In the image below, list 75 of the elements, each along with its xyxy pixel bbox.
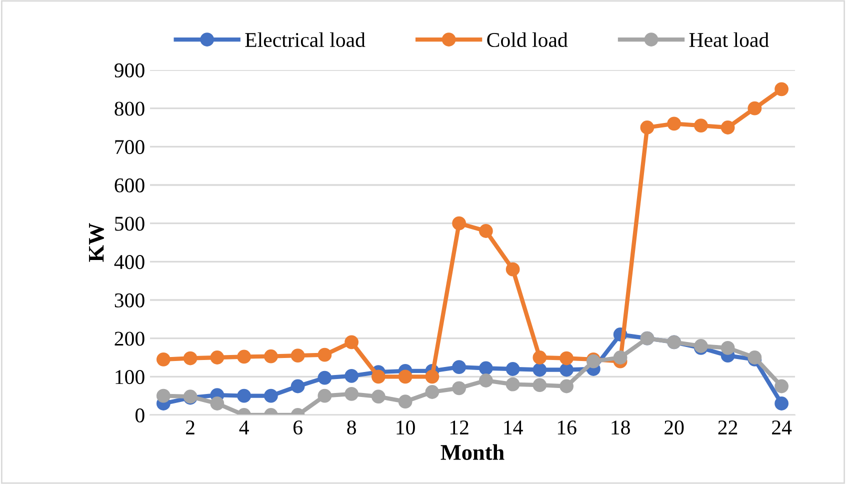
point	[613, 350, 628, 364]
point	[290, 348, 305, 363]
x-tick-label: 2	[186, 420, 194, 434]
point	[398, 370, 412, 384]
point	[506, 377, 520, 392]
y-tick-label: 600	[114, 178, 144, 192]
y-tick-label: 900	[114, 63, 144, 78]
point	[560, 379, 574, 394]
point	[344, 386, 359, 401]
point	[532, 350, 547, 364]
x-tick-label: 18	[612, 420, 630, 435]
point	[264, 388, 278, 403]
legend-label: Heat load	[689, 32, 769, 48]
point	[560, 362, 574, 377]
y-axis-title: KW	[89, 223, 104, 262]
point	[210, 396, 224, 410]
y-tick-label: 500	[115, 216, 144, 231]
point	[318, 370, 332, 385]
y-tick-label: 0	[136, 408, 144, 422]
point	[478, 374, 493, 388]
point	[560, 351, 574, 366]
x-tick-label: 8	[347, 420, 356, 435]
y-tick-label: 700	[115, 140, 144, 154]
y-tick-label: 800	[114, 102, 144, 116]
x-tick-label: 4	[239, 420, 249, 434]
point	[237, 350, 252, 364]
point	[318, 388, 332, 403]
point	[371, 370, 386, 384]
point	[318, 348, 332, 362]
x-axis-title: Month	[440, 444, 504, 460]
point	[210, 350, 224, 364]
point	[237, 388, 252, 403]
point	[452, 381, 466, 396]
y-tick-label: 100	[116, 370, 144, 384]
x-tick-label: 14	[504, 420, 523, 434]
point	[694, 118, 708, 133]
point	[371, 390, 386, 404]
point	[640, 120, 654, 134]
point	[425, 385, 440, 399]
point	[774, 396, 789, 410]
x-tick-label: 22	[718, 420, 738, 434]
point	[748, 101, 762, 116]
point	[452, 216, 466, 230]
y-tick-label: 300	[114, 293, 144, 308]
point	[344, 335, 359, 350]
point	[720, 340, 735, 355]
point	[452, 360, 466, 374]
x-tick-label: 10	[396, 420, 415, 435]
point	[264, 349, 278, 364]
x-tick-label: 12	[450, 420, 468, 434]
point	[667, 116, 682, 131]
point	[156, 388, 170, 403]
point	[774, 379, 789, 394]
point	[425, 370, 440, 384]
point	[478, 224, 493, 238]
point	[290, 379, 305, 394]
y-tick-label: 400	[114, 255, 144, 270]
point	[156, 352, 170, 366]
point	[344, 368, 359, 383]
legend-label: Cold load	[487, 32, 568, 48]
point	[506, 362, 520, 376]
point	[398, 394, 412, 409]
x-tick-label: 6	[294, 420, 302, 435]
point	[532, 362, 547, 377]
y-tick-label: 200	[114, 332, 144, 346]
x-tick-label: 24	[772, 420, 792, 434]
point	[774, 82, 789, 96]
point	[506, 262, 520, 276]
point	[183, 351, 198, 366]
point	[478, 361, 493, 376]
legend-label: Electrical load	[245, 32, 366, 48]
point	[532, 378, 547, 392]
x-tick-label: 20	[664, 420, 684, 435]
point	[720, 120, 735, 134]
x-tick-label: 16	[558, 420, 576, 435]
